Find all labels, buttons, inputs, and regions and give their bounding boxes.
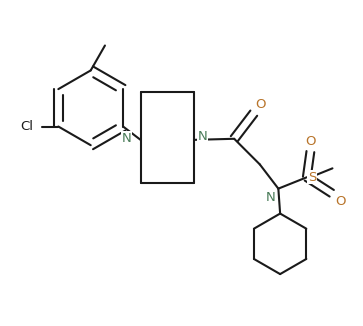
Text: O: O bbox=[305, 135, 316, 148]
Text: N: N bbox=[197, 130, 207, 143]
Text: O: O bbox=[335, 195, 346, 208]
Text: O: O bbox=[256, 98, 266, 111]
Text: N: N bbox=[266, 191, 276, 204]
Text: S: S bbox=[308, 171, 316, 184]
Text: N: N bbox=[122, 132, 132, 144]
Text: Cl: Cl bbox=[20, 120, 33, 133]
